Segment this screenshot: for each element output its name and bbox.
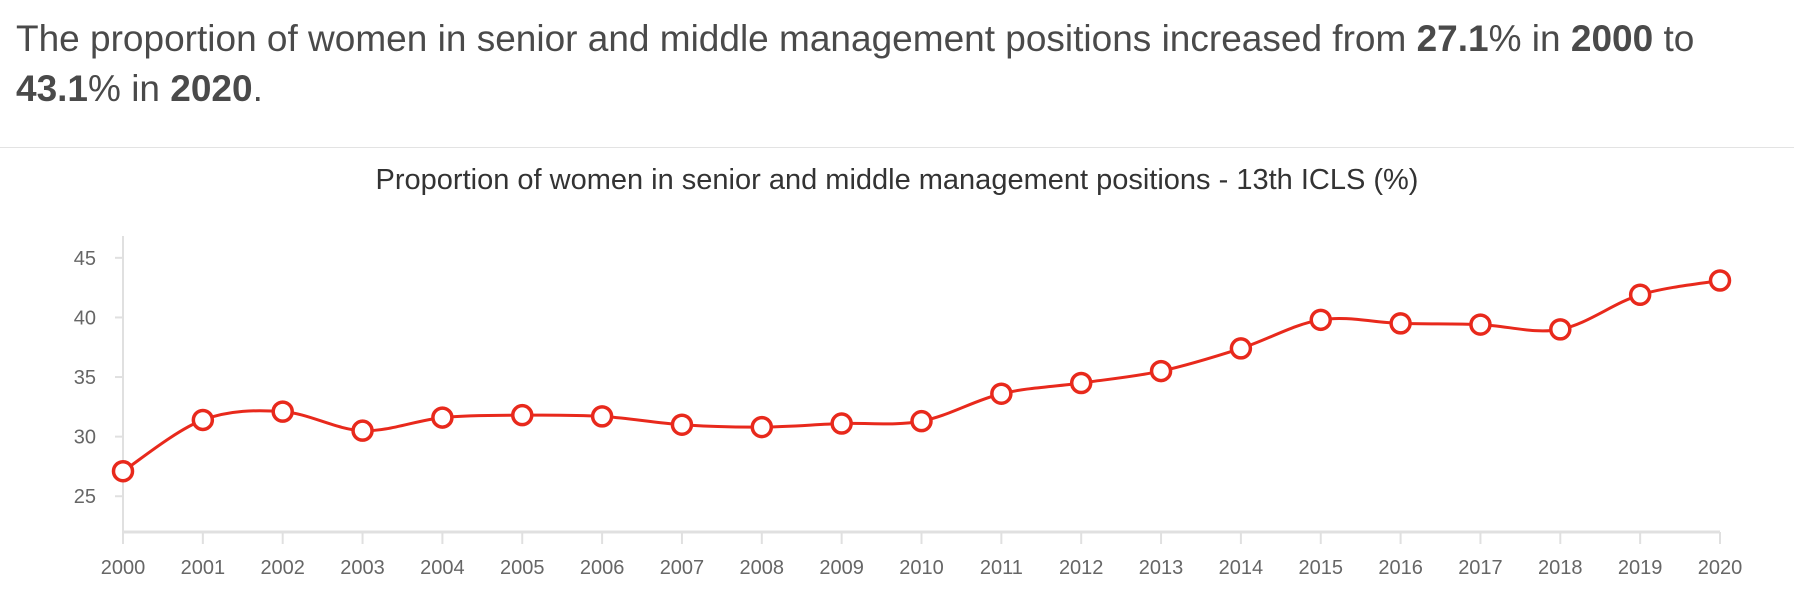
x-tick-label: 2000: [101, 557, 146, 579]
summary-mid1: % in: [1488, 18, 1571, 59]
summary-mid2: to: [1653, 18, 1695, 59]
data-point[interactable]: [670, 413, 694, 436]
y-tick-label: 45: [74, 248, 96, 270]
data-point[interactable]: [830, 412, 853, 435]
data-point[interactable]: [1069, 371, 1093, 395]
y-tick-label: 30: [74, 427, 96, 449]
x-tick-label: 2010: [899, 557, 944, 579]
x-tick-label: 2005: [500, 557, 545, 579]
x-axis: 2000 2001 2002 2003 2004 2005 2006 2007 2008 2009…: [101, 530, 1743, 579]
summary-end-year: 2020: [170, 68, 253, 109]
y-tick-label: 40: [74, 307, 96, 329]
summary-end-value: 43.1: [16, 68, 89, 109]
data-point[interactable]: [1229, 337, 1253, 360]
summary-start-year: 2000: [1570, 18, 1654, 59]
x-tick-label: 2001: [181, 557, 226, 579]
data-point[interactable]: [1149, 359, 1173, 383]
data-points: [111, 269, 1732, 483]
y-axis: 25 30 35 40 45: [74, 236, 124, 532]
x-tick-label: 2016: [1378, 557, 1423, 579]
summary-start-value: 27.1: [1416, 18, 1489, 59]
series-line: [121, 278, 1722, 473]
data-point[interactable]: [1389, 312, 1412, 335]
x-tick-label: 2017: [1458, 557, 1503, 579]
summary-post: .: [252, 68, 263, 109]
summary-pre: The proportion of women in senior and mi…: [16, 18, 1417, 59]
summary-mid3: % in: [88, 68, 171, 109]
data-point[interactable]: [590, 405, 614, 428]
data-point[interactable]: [1469, 313, 1492, 336]
x-tick-label: 2003: [340, 557, 385, 579]
x-tick-label: 2015: [1299, 557, 1344, 579]
y-tick-label: 25: [74, 486, 96, 508]
data-point[interactable]: [910, 409, 933, 433]
data-point[interactable]: [1549, 318, 1572, 341]
data-point[interactable]: [1708, 269, 1732, 292]
x-tick-label: 2006: [580, 557, 625, 579]
summary-text: The proportion of women in senior and mi…: [16, 14, 1778, 114]
data-point[interactable]: [1309, 308, 1332, 332]
data-point[interactable]: [750, 415, 774, 439]
x-tick-label: 2011: [980, 557, 1023, 579]
x-tick-label: 2019: [1618, 557, 1663, 579]
data-point[interactable]: [990, 382, 1013, 405]
y-tick-label: 35: [74, 367, 96, 389]
x-tick-label: 2018: [1538, 557, 1583, 579]
x-tick-label: 2014: [1219, 557, 1264, 579]
x-tick-label: 2012: [1059, 557, 1104, 579]
data-point[interactable]: [511, 403, 534, 427]
data-point[interactable]: [351, 419, 374, 442]
x-tick-label: 2008: [740, 557, 785, 579]
x-tick-label: 2004: [420, 557, 465, 579]
chart-title: Proportion of women in senior and middle…: [376, 164, 1419, 196]
section-divider: [0, 147, 1794, 148]
x-tick-label: 2007: [660, 557, 705, 579]
data-point[interactable]: [1628, 283, 1652, 307]
x-tick-label: 2020: [1698, 557, 1743, 579]
data-point[interactable]: [191, 408, 215, 432]
x-tick-label: 2002: [260, 557, 305, 579]
data-point[interactable]: [271, 400, 294, 423]
data-point[interactable]: [431, 406, 454, 429]
line-chart: Proportion of women in senior and middle…: [74, 164, 1743, 579]
x-tick-label: 2009: [819, 557, 864, 579]
data-point[interactable]: [111, 459, 135, 483]
x-tick-label: 2013: [1139, 557, 1184, 579]
